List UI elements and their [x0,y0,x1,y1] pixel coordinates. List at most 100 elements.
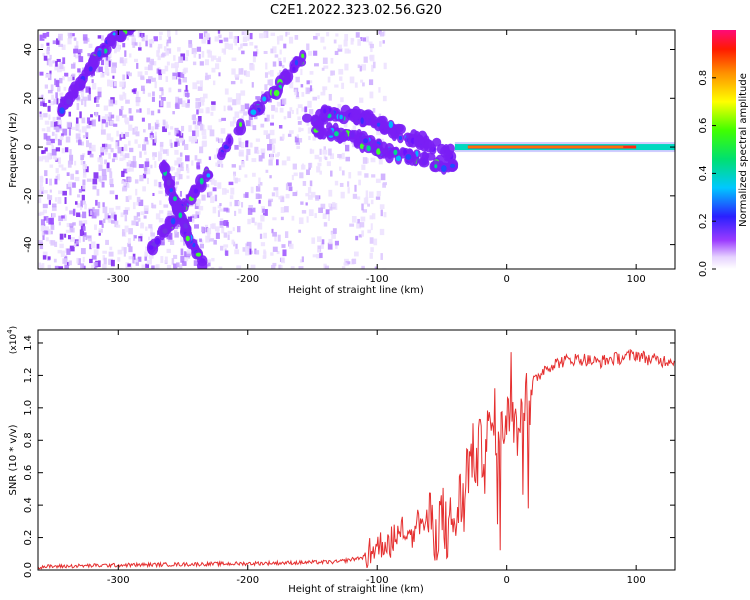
heatmap-cell [223,232,228,238]
heatmap-cell [288,130,294,134]
heatmap-cell [143,151,147,155]
track-core [199,177,204,185]
heatmap-cell [82,211,87,219]
heatmap-cell [139,174,144,182]
heatmap-cell [87,53,91,57]
heatmap-cell [75,133,81,139]
y-tick-label: 0 [23,144,34,150]
heatmap-cell [117,147,122,154]
heatmap-cell [250,207,256,213]
heatmap-cell [182,68,187,74]
heatmap-cell [174,130,177,136]
heatmap-cell [376,190,381,197]
heatmap-cell [102,206,108,214]
heatmap-cell [246,148,251,155]
heatmap-cell [112,75,115,79]
heatmap-cell [82,164,88,170]
heatmap-cell [204,184,210,188]
heatmap-cell [108,251,114,257]
heatmap-cell [47,194,50,200]
heatmap-cell [43,113,48,118]
heatmap-cell [82,226,86,231]
track-blob [197,259,208,269]
heatmap-cell [285,183,289,191]
heatmap-cell [46,31,50,37]
heatmap-cell [179,190,182,197]
heatmap-cell [149,43,153,48]
heatmap-cell [159,87,164,92]
heatmap-cell [183,239,186,246]
track-blob [160,223,171,235]
track-core [97,50,102,58]
heatmap-cell [245,249,250,256]
heatmap-cell [280,207,285,213]
heatmap-cell [279,136,284,141]
heatmap-cell [167,210,173,216]
track-core [206,173,211,178]
heatmap-cell [258,33,264,39]
heatmap-cell [142,144,147,151]
heatmap-cell [177,72,181,77]
heatmap-cell [123,209,129,215]
y-tick-label: -20 [23,188,34,204]
heatmap-cell [185,85,188,92]
heatmap-cell [77,194,81,198]
heatmap-cell [249,64,255,71]
heatmap-cell [295,95,300,99]
heatmap-cell [127,72,132,77]
heatmap-cell [128,246,133,253]
heatmap-cell [96,243,100,249]
heatmap-cell [207,259,212,263]
heatmap-cell [251,158,257,163]
heatmap-cell [111,220,115,224]
heatmap-cell [205,107,210,114]
heatmap-cell [348,172,352,179]
heatmap-cell [95,199,98,206]
heatmap-cell [238,68,244,75]
heatmap-cell [241,50,245,55]
heatmap-cell [258,199,261,204]
heatmap-cell [223,48,227,55]
heatmap-cell [47,155,51,160]
heatmap-cell [338,44,342,50]
heatmap-cell [109,120,115,125]
heatmap-cell [255,138,261,142]
heatmap-cell [122,185,128,191]
heatmap-cell [44,147,48,152]
x-tick-label: -200 [236,575,259,586]
heatmap-cell [375,178,381,183]
heatmap-cell [64,72,69,77]
heatmap-cell [105,122,109,128]
heatmap-cell [53,125,57,130]
heatmap-cell [89,258,93,264]
heatmap-cell [327,76,331,83]
heatmap-cell [51,205,57,211]
heatmap-cell [214,194,218,202]
heatmap-cell [250,186,254,194]
heatmap-cell [361,64,367,71]
heatmap-cell [49,178,52,186]
heatmap-cell [68,33,73,39]
heatmap-cell [59,77,63,84]
heatmap-cell [233,171,237,177]
spectrogram-x-axis: -300 -200 -100 0 100 [107,30,646,285]
heatmap-cell [160,100,163,107]
heatmap-cell [289,243,294,249]
heatmap-cell [57,36,62,40]
heatmap-cell [152,152,157,158]
heatmap-cell [70,236,75,242]
heatmap-cell [64,233,67,238]
heatmap-cell [225,250,229,256]
heatmap-cell [149,258,152,265]
heatmap-cell [59,135,64,141]
heatmap-cell [145,226,148,231]
heatmap-cell [100,72,105,78]
heatmap-cell [314,213,317,219]
heatmap-cell [109,171,113,179]
heatmap-cell [328,93,332,101]
heatmap-cell [360,79,364,83]
heatmap-cell [320,242,324,249]
heatmap-cell [67,160,72,168]
heatmap-cell [92,185,97,190]
heatmap-cell [42,32,47,39]
